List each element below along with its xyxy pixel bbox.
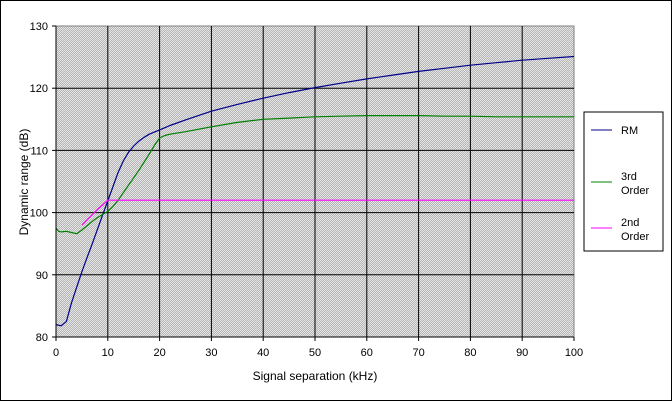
y-tick-label: 90 xyxy=(36,270,48,282)
x-tick-label: 80 xyxy=(464,347,476,359)
y-axis-title: Dynamic range (dB) xyxy=(17,129,31,236)
x-tick-label: 20 xyxy=(153,347,165,359)
y-tick-label: 130 xyxy=(30,21,48,33)
legend-label-rm: RM xyxy=(621,125,638,137)
x-tick-label: 60 xyxy=(361,347,373,359)
series-line-rm xyxy=(56,55,574,327)
x-tick-label: 10 xyxy=(102,347,114,359)
y-tick-label: 110 xyxy=(30,145,48,157)
legend: RM 3rd Order 2nd Order xyxy=(583,111,664,252)
x-tick-label: 50 xyxy=(309,347,321,359)
axis-ticks: 0 10 20 30 40 50 60 70 80 90 100 80 90 100 110 120 130 xyxy=(30,21,584,359)
x-tick-label: 0 xyxy=(53,347,59,359)
x-tick-label: 40 xyxy=(257,347,269,359)
y-tick-label: 80 xyxy=(36,332,48,344)
x-tick-label: 90 xyxy=(516,347,528,359)
y-tick-label: 100 xyxy=(30,208,48,220)
legend-label-3rd-order: 3rd Order xyxy=(621,171,649,197)
x-axis-title: Signal separation (kHz) xyxy=(253,369,378,383)
gridlines xyxy=(56,26,574,337)
series-line-3rd-order xyxy=(56,114,574,235)
x-tick-label: 100 xyxy=(565,347,583,359)
x-tick-label: 70 xyxy=(412,347,424,359)
legend-label-2nd-order: 2nd Order xyxy=(621,217,649,243)
series-line-2nd-order xyxy=(81,199,574,226)
series-lines xyxy=(56,55,574,327)
x-tick-label: 30 xyxy=(205,347,217,359)
y-tick-label: 120 xyxy=(30,83,48,95)
